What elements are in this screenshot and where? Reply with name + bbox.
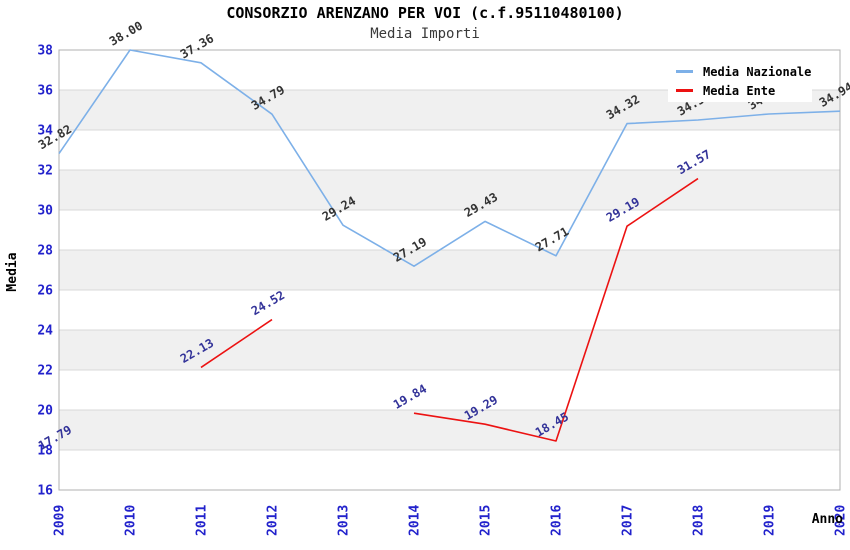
chart-subtitle: Media Importi bbox=[370, 26, 480, 42]
legend-label: Media Nazionale bbox=[703, 64, 812, 79]
x-tick-label: 2019 bbox=[763, 505, 778, 536]
y-tick-label: 24 bbox=[37, 324, 53, 339]
series-line-ente bbox=[200, 177, 699, 442]
y-axis-label: Media bbox=[5, 252, 20, 291]
x-tick-label: 2012 bbox=[266, 505, 281, 536]
y-tick-label: 18 bbox=[37, 444, 53, 459]
data-label: 19.84 bbox=[391, 382, 429, 412]
y-tick-label: 28 bbox=[37, 244, 53, 259]
legend-label: Media Ente bbox=[703, 83, 776, 98]
grid-band bbox=[59, 410, 840, 450]
series-line-nazionale bbox=[58, 49, 841, 267]
x-tick-label: 2013 bbox=[337, 505, 352, 536]
x-tick-label: 2014 bbox=[408, 505, 423, 536]
x-tick-label: 2009 bbox=[53, 505, 68, 536]
y-tick-label: 30 bbox=[37, 204, 53, 219]
x-tick-label: 2015 bbox=[479, 505, 494, 536]
y-tick-label: 32 bbox=[37, 164, 53, 179]
grid-band bbox=[59, 250, 840, 290]
x-tick-label: 2018 bbox=[692, 505, 707, 536]
x-tick-label: 2016 bbox=[550, 505, 565, 536]
chart-title: CONSORZIO ARENZANO PER VOI (c.f.95110480… bbox=[226, 4, 624, 22]
x-tick-label: 2020 bbox=[834, 505, 849, 536]
legend-entry-media-ente: Media Ente bbox=[676, 81, 812, 100]
y-tick-label: 22 bbox=[37, 364, 53, 379]
y-tick-label: 26 bbox=[37, 284, 53, 299]
y-tick-label: 36 bbox=[37, 84, 53, 99]
y-tick-label: 20 bbox=[37, 404, 53, 419]
grid-band bbox=[59, 330, 840, 370]
x-tick-label: 2010 bbox=[124, 505, 139, 536]
x-tick-label: 2011 bbox=[195, 505, 210, 536]
data-label: 24.52 bbox=[249, 288, 287, 318]
grid-band bbox=[59, 170, 840, 210]
legend-entry-media-nazionale: Media Nazionale bbox=[676, 62, 812, 81]
legend-line-sample-ente bbox=[676, 89, 693, 92]
y-tick-label: 16 bbox=[37, 484, 53, 499]
legend-line-sample-nazionale bbox=[676, 70, 693, 73]
y-tick-label: 38 bbox=[37, 44, 53, 59]
x-axis-label: Anno bbox=[812, 512, 843, 527]
plot-border bbox=[58, 49, 841, 491]
y-tick-label: 34 bbox=[37, 124, 53, 139]
x-tick-label: 2017 bbox=[621, 505, 636, 536]
legend: Media Nazionale Media Ente bbox=[668, 54, 812, 102]
